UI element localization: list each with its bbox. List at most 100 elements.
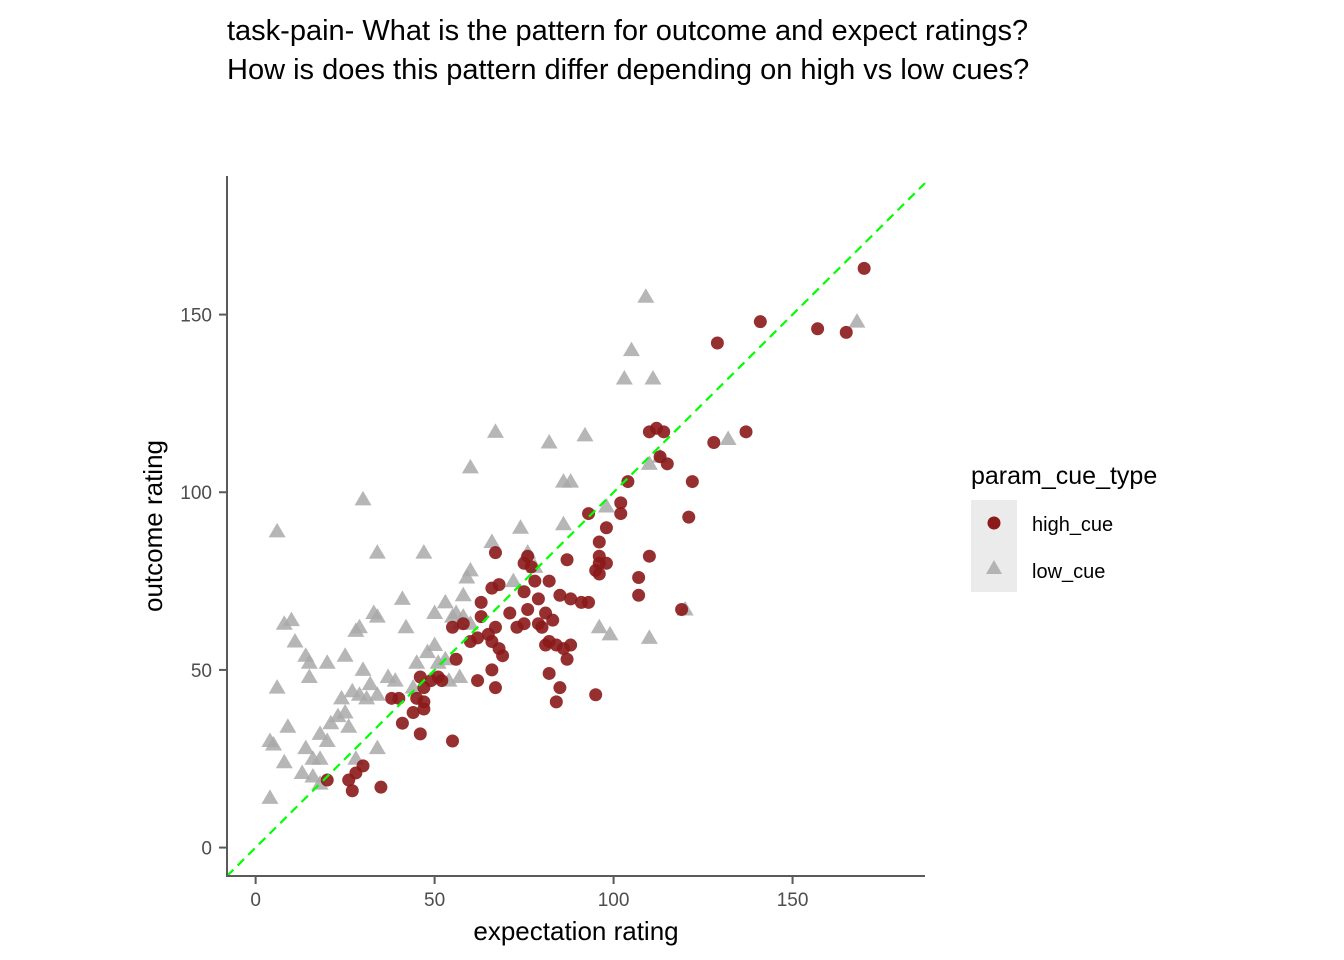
low-cue-point xyxy=(336,647,354,662)
identity-reference-line xyxy=(226,182,926,877)
high-cue-point xyxy=(560,553,574,567)
low-cue-point xyxy=(426,604,444,620)
low-cue-point xyxy=(268,679,286,694)
x-tick-label: 50 xyxy=(424,890,445,911)
high-cue-point xyxy=(589,688,603,702)
x-tick-label: 0 xyxy=(250,890,261,911)
low-cue-point xyxy=(333,689,351,705)
low-cue-point xyxy=(451,668,469,684)
low-cue-point xyxy=(601,625,619,641)
low-cue-point xyxy=(640,455,658,470)
high-cue-point xyxy=(753,315,767,329)
high-cue-series xyxy=(320,261,871,798)
high-cue-point xyxy=(535,620,549,634)
low-cue-point xyxy=(318,732,336,747)
low-cue-point xyxy=(486,423,504,438)
high-cue-point xyxy=(542,666,556,680)
high-cue-point xyxy=(707,435,721,449)
low-cue-point xyxy=(386,672,404,687)
y-tick-label: 150 xyxy=(180,306,212,327)
low-cue-series xyxy=(261,288,866,804)
high-cue-point xyxy=(582,507,596,521)
low-cue-point xyxy=(408,654,426,669)
low-cue-point xyxy=(322,714,340,730)
low-cue-point xyxy=(415,544,433,559)
low-cue-point xyxy=(590,618,608,634)
high-cue-point xyxy=(582,595,596,609)
low-cue-point xyxy=(361,675,379,691)
low-cue-point xyxy=(311,750,329,765)
low-cue-point xyxy=(504,572,522,588)
high-cue-point xyxy=(406,706,420,720)
high-cue-point xyxy=(342,773,356,787)
high-cue-point xyxy=(564,638,578,652)
low-cue-point xyxy=(554,515,572,531)
high-cue-point xyxy=(560,652,574,666)
high-cue-point xyxy=(542,574,556,588)
high-cue-point xyxy=(614,507,628,521)
high-cue-point xyxy=(517,585,531,599)
low-cue-point xyxy=(286,632,304,648)
high-cue-point xyxy=(739,425,753,439)
high-cue-point xyxy=(657,425,671,439)
high-cue-point xyxy=(517,617,531,631)
high-cue-point xyxy=(503,606,517,620)
high-cue-point xyxy=(528,574,542,588)
high-cue-point xyxy=(632,588,646,602)
high-cue-point xyxy=(449,652,463,666)
low-cue-point xyxy=(848,313,866,328)
chart-title-line-2: How is does this pattern differ dependin… xyxy=(227,54,1029,86)
high-cue-point xyxy=(488,546,502,560)
high-cue-point xyxy=(553,681,567,695)
high-cue-point xyxy=(488,681,502,695)
low-cue-point xyxy=(304,768,322,783)
low-cue-point xyxy=(368,544,386,559)
plot-area xyxy=(226,182,926,877)
low-cue-point xyxy=(454,586,472,602)
high-cue-point xyxy=(471,674,485,688)
x-tick-label: 150 xyxy=(777,890,809,911)
high-cue-point xyxy=(413,727,427,741)
low-cue-point xyxy=(719,430,737,445)
low-cue-point xyxy=(354,490,372,506)
low-cue-point xyxy=(404,679,422,694)
high-cue-point xyxy=(857,261,871,275)
high-cue-point xyxy=(417,681,431,695)
high-cue-point xyxy=(463,634,477,648)
low-cue-point xyxy=(340,718,358,733)
y-axis-ticks: 0 50 100 150 xyxy=(180,306,227,860)
low-cue-point xyxy=(300,654,318,669)
legend-key-low-cue-triangle xyxy=(986,560,1002,574)
high-cue-point xyxy=(446,734,460,748)
legend-title: param_cue_type xyxy=(971,462,1157,490)
chart-title: task-pain- What is the pattern for outco… xyxy=(227,15,1029,86)
low-cue-point xyxy=(318,654,336,669)
high-cue-point xyxy=(474,595,488,609)
low-cue-point xyxy=(275,753,293,769)
high-cue-point xyxy=(524,560,538,574)
high-cue-point xyxy=(474,610,488,624)
high-cue-point xyxy=(599,521,613,535)
low-cue-point xyxy=(279,718,297,733)
high-cue-point xyxy=(685,475,699,489)
high-cue-point xyxy=(549,695,563,709)
high-cue-point xyxy=(417,702,431,716)
low-cue-point xyxy=(393,590,411,605)
low-cue-point xyxy=(311,725,329,740)
low-cue-point xyxy=(615,370,633,385)
low-cue-point xyxy=(368,686,386,701)
high-cue-point xyxy=(675,603,689,617)
low-cue-point xyxy=(458,569,476,584)
high-cue-point xyxy=(564,592,578,606)
high-cue-point xyxy=(599,556,613,570)
chart-title-line-1: task-pain- What is the pattern for outco… xyxy=(227,15,1028,47)
low-cue-point xyxy=(512,519,530,534)
high-cue-point xyxy=(632,571,646,585)
high-cue-point xyxy=(485,581,499,595)
high-cue-point xyxy=(811,322,825,336)
legend-label-low-cue: low_cue xyxy=(1032,561,1105,583)
low-cue-point xyxy=(483,533,501,548)
y-tick-label: 50 xyxy=(191,661,212,682)
